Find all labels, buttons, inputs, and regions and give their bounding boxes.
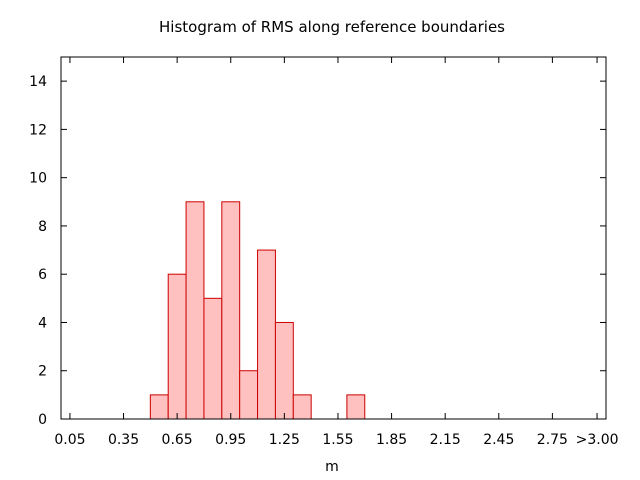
x-tick-label: 1.55: [322, 432, 353, 448]
y-tick-label: 12: [29, 122, 47, 138]
x-tick-label: 0.65: [162, 432, 193, 448]
x-tick-label: 2.45: [483, 432, 514, 448]
histogram-bar: [149, 394, 169, 420]
histogram-bar: [274, 321, 294, 420]
x-axis-label: m: [325, 459, 339, 475]
chart-title: Histogram of RMS along reference boundar…: [159, 18, 505, 36]
x-tick-label: 2.75: [537, 432, 568, 448]
x-tick-label: 0.95: [215, 432, 246, 448]
plot-frame: [60, 56, 607, 420]
bars-group: [149, 201, 366, 420]
x-tick-label: 1.25: [269, 432, 300, 448]
x-tick-label: 1.85: [376, 432, 407, 448]
histogram-bar: [185, 201, 205, 420]
y-tick-label: 10: [29, 171, 47, 187]
y-tick-label: 4: [38, 315, 47, 331]
histogram-bar: [221, 201, 241, 420]
histogram-bar: [257, 249, 276, 420]
histogram-bar: [292, 394, 312, 420]
x-tick-label: 0.35: [108, 432, 139, 448]
y-tick-label: 2: [38, 364, 47, 380]
y-tick-label: 8: [38, 219, 47, 235]
x-tick-label: 2.15: [430, 432, 461, 448]
axis-ticks-group: 0 2 4 6 8 10 12 14 0.05 0.35 0.65 0.95 1.25 1.55 1.85 2…: [29, 57, 619, 448]
x-tick-label: 0.05: [54, 432, 85, 448]
y-tick-label: 0: [38, 412, 47, 428]
histogram-bar: [167, 273, 187, 420]
histogram-bar: [203, 297, 223, 420]
x-tick-label: >3.00: [576, 432, 619, 448]
histogram-bar: [346, 394, 366, 420]
y-tick-label: 6: [38, 267, 47, 283]
y-tick-label: 14: [29, 74, 47, 90]
histogram-bar: [239, 370, 259, 420]
